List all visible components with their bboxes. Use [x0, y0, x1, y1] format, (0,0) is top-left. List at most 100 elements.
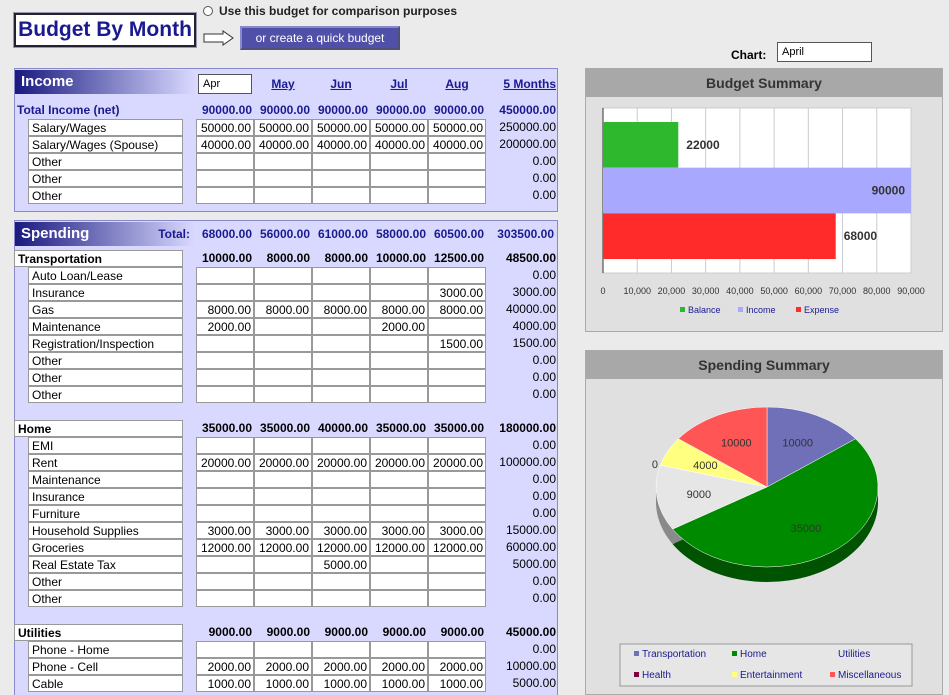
cell [370, 352, 428, 369]
row-label: Other [28, 153, 183, 170]
pie-slice [677, 406, 768, 488]
quick-budget-button[interactable]: or create a quick budget [240, 26, 400, 50]
cell [196, 352, 254, 369]
pie-slice [672, 438, 879, 568]
cell [196, 556, 254, 573]
cell [370, 488, 428, 505]
cell: 20000.00 [196, 454, 254, 471]
row-label: EMI [28, 437, 183, 454]
cell: 2000.00 [428, 658, 486, 675]
radio[interactable] [203, 6, 213, 16]
cell: 40000.00 [312, 136, 370, 153]
cell: 50000.00 [254, 119, 312, 136]
bar [603, 122, 679, 168]
row-total: 1500.00 [512, 336, 556, 350]
legend-label: Utilities [838, 649, 870, 660]
group-label: Utilities [14, 624, 183, 641]
cell [196, 153, 254, 170]
legend-label: Home [740, 649, 767, 660]
month-heading: May [271, 77, 295, 91]
legend-swatch [830, 672, 835, 677]
cell [312, 590, 370, 607]
cell: 40000.00 [254, 136, 312, 153]
month-select[interactable]: Apr [198, 74, 252, 94]
cell: 12000.00 [254, 539, 312, 556]
cell [312, 505, 370, 522]
x-tick-label: 50,000 [760, 286, 788, 296]
row-total: 250000.00 [499, 120, 556, 134]
cell: 12000.00 [312, 539, 370, 556]
arrow [203, 30, 234, 46]
row-label: Other [28, 170, 183, 187]
cell: 50000.00 [428, 119, 486, 136]
row-label: Other [28, 573, 183, 590]
row-label: Furniture [28, 505, 183, 522]
cell: 8000.00 [254, 301, 312, 318]
legend-label: Income [746, 305, 776, 315]
cell [370, 369, 428, 386]
row-total: 0.00 [532, 574, 556, 588]
cell: 9000.00 [440, 625, 484, 639]
cell [428, 187, 486, 204]
cell: 1000.00 [428, 675, 486, 692]
cell: 2000.00 [196, 658, 254, 675]
row-label: Other [28, 590, 183, 607]
cell [370, 641, 428, 658]
cell [196, 471, 254, 488]
cell: 20000.00 [254, 454, 312, 471]
cell: 50000.00 [196, 119, 254, 136]
x-tick-label: 70,000 [829, 286, 857, 296]
row-total: 0.00 [532, 506, 556, 520]
cell [254, 187, 312, 204]
cell: 2000.00 [196, 318, 254, 335]
cell [254, 386, 312, 403]
legend-label: Health [642, 670, 671, 681]
cell [254, 556, 312, 573]
row-total: 40000.00 [505, 302, 556, 316]
legend-swatch [634, 651, 639, 656]
cell: 3000.00 [254, 522, 312, 539]
cell [370, 590, 428, 607]
legend-label: Transportation [642, 649, 706, 660]
row-total: 60000.00 [505, 540, 556, 554]
row-total: 5000.00 [512, 676, 556, 690]
row-total: 200000.00 [499, 137, 556, 151]
cell [196, 335, 254, 352]
section-heading: Income [15, 70, 195, 94]
cell: 3000.00 [428, 284, 486, 301]
row-total: 180000.00 [499, 421, 556, 435]
data-label: 9000 [687, 489, 711, 501]
legend-label: Expense [804, 305, 839, 315]
cell: 50000.00 [312, 119, 370, 136]
cell [370, 573, 428, 590]
row-total: 45000.00 [505, 625, 556, 639]
data-label: 90000 [872, 184, 906, 198]
pie-slice [766, 406, 857, 488]
data-label: 22000 [686, 138, 720, 152]
cell [254, 488, 312, 505]
legend-swatch [732, 672, 737, 677]
row-total: 0.00 [532, 154, 556, 168]
cell [196, 386, 254, 403]
cell: 50000.00 [370, 119, 428, 136]
row-label: Gas [28, 301, 183, 318]
pie-slice [655, 464, 768, 530]
cell [196, 505, 254, 522]
row-label: Phone - Home [28, 641, 183, 658]
cell: 12000.00 [370, 539, 428, 556]
spending-total: 61000.00 [317, 227, 368, 241]
cell: 9000.00 [324, 625, 368, 639]
chart-title: Budget Summary [706, 75, 822, 91]
row-total: 0.00 [532, 591, 556, 605]
cell [428, 170, 486, 187]
row-label: Insurance [28, 284, 183, 301]
x-tick-label: 0 [600, 286, 605, 296]
cell: 10000.00 [375, 251, 426, 265]
cell: 35000.00 [201, 421, 252, 435]
cell: 12000.00 [428, 539, 486, 556]
spending-total: 303500.00 [497, 227, 554, 241]
total-heading: 5 Months [503, 77, 556, 91]
chart-select[interactable]: April [777, 42, 872, 62]
cell: 1000.00 [370, 675, 428, 692]
cell: 2000.00 [254, 658, 312, 675]
